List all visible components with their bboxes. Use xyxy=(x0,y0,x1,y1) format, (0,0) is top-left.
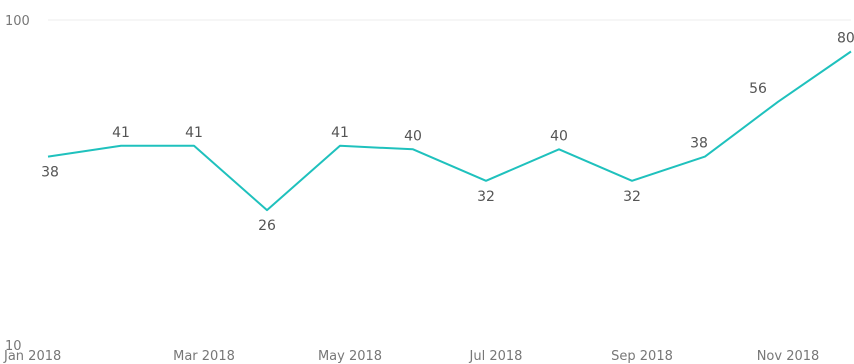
data-label-layer: 38 41 41 26 41 40 32 40 32 38 56 80 xyxy=(41,30,854,234)
data-label: 38 xyxy=(41,165,59,181)
y-tick-label: 100 xyxy=(5,14,30,29)
data-label: 80 xyxy=(837,30,854,46)
data-label: 41 xyxy=(331,125,349,141)
x-tick-label: Sep 2018 xyxy=(611,349,673,364)
x-tick-label: Jan 2018 xyxy=(3,349,61,364)
data-label: 56 xyxy=(749,81,767,97)
x-tick-label: Jul 2018 xyxy=(469,349,523,364)
data-label: 40 xyxy=(550,128,568,144)
y-axis: 100 10 xyxy=(5,14,30,354)
x-axis: Jan 2018 Mar 2018 May 2018 Jul 2018 Sep 2018… xyxy=(3,349,819,364)
x-tick-label: Mar 2018 xyxy=(173,349,235,364)
x-tick-label: Nov 2018 xyxy=(757,349,820,364)
y-tick-label: 10 xyxy=(5,339,22,354)
data-label: 32 xyxy=(477,189,495,205)
data-label: 26 xyxy=(258,218,276,234)
x-tick-label: May 2018 xyxy=(318,349,382,364)
data-label: 40 xyxy=(404,128,422,144)
data-label: 32 xyxy=(623,189,641,205)
data-label: 41 xyxy=(185,125,203,141)
series-layer xyxy=(47,50,852,212)
data-label: 41 xyxy=(112,125,130,141)
series-line xyxy=(47,50,852,212)
data-label: 38 xyxy=(690,136,708,152)
